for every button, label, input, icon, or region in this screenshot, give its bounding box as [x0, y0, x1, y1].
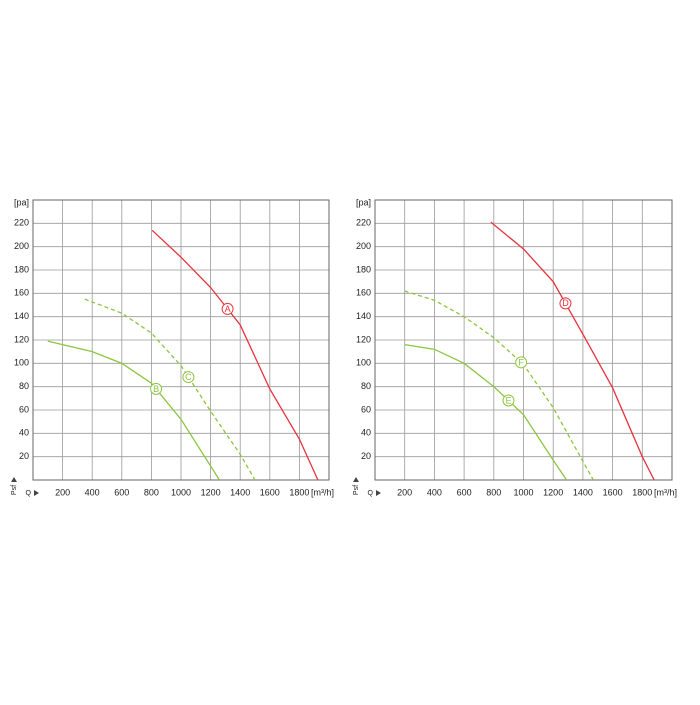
curve [151, 229, 319, 481]
curve [47, 340, 221, 481]
curve-label: A [225, 304, 231, 314]
curve [404, 344, 568, 481]
x-tick-label: 1600 [260, 487, 280, 497]
y-tick-label: 60 [19, 404, 29, 414]
x-tick-label: 1200 [543, 487, 563, 497]
curve-label-circle [182, 371, 195, 384]
plot-frame [32, 199, 330, 481]
curve-label-circle [150, 382, 163, 395]
y-tick-label: 40 [19, 428, 29, 438]
y-tick-label: 80 [361, 381, 371, 391]
x-axis-arrow [34, 490, 39, 496]
y-tick-label: 120 [356, 334, 371, 344]
x-tick-label: 800 [486, 487, 501, 497]
x-axis-symbol: Q [368, 490, 374, 497]
x-tick-label: 1400 [573, 487, 593, 497]
chart-panel: 20 40 60 80 100 120 140 160 180 200 220 200 400 600 80… [11, 197, 334, 497]
y-tick-label: 20 [361, 451, 371, 461]
x-tick-label: 600 [114, 487, 129, 497]
y-axis-label: [pa] [14, 197, 29, 207]
y-tick-label: 200 [14, 241, 29, 251]
y-axis-symbol: Psf [353, 485, 360, 495]
x-tick-label: 1200 [201, 487, 221, 497]
y-tick-label: 140 [14, 311, 29, 321]
x-axis-arrow [376, 490, 381, 496]
y-axis-arrow [11, 477, 17, 482]
plot-frame [374, 199, 673, 481]
y-tick-label: 220 [356, 218, 371, 228]
x-tick-label: 200 [397, 487, 412, 497]
y-tick-label: 140 [356, 311, 371, 321]
curve [404, 290, 594, 481]
x-tick-label: 1600 [603, 487, 623, 497]
y-tick-label: 60 [361, 404, 371, 414]
curve-label: B [153, 384, 159, 394]
x-tick-label: 200 [55, 487, 70, 497]
curve-label: D [562, 298, 569, 308]
curve-label-circle [515, 356, 528, 369]
y-tick-label: 40 [361, 428, 371, 438]
x-tick-label: 400 [427, 487, 442, 497]
chart-panel: 20 40 60 80 100 120 140 160 180 200 220 200 400 600 80… [353, 197, 677, 497]
y-tick-label: 20 [19, 451, 29, 461]
y-tick-label: 160 [356, 288, 371, 298]
curve-label-circle [559, 297, 572, 310]
y-tick-label: 100 [356, 358, 371, 368]
y-tick-label: 220 [14, 218, 29, 228]
curve [84, 298, 256, 481]
x-tick-label: 1800 [289, 487, 309, 497]
y-tick-label: 100 [14, 358, 29, 368]
y-tick-label: 80 [19, 381, 29, 391]
x-axis-label: [m³/h] [654, 487, 677, 497]
y-tick-label: 120 [14, 334, 29, 344]
curve-label-circle [502, 394, 515, 407]
curve-label: E [505, 395, 511, 405]
curve-label: F [518, 357, 524, 367]
x-tick-label: 1000 [171, 487, 191, 497]
x-axis-label: [m³/h] [311, 487, 334, 497]
x-tick-label: 1000 [513, 487, 533, 497]
x-tick-label: 600 [457, 487, 472, 497]
y-tick-label: 180 [356, 264, 371, 274]
y-tick-label: 160 [14, 288, 29, 298]
y-axis-symbol: Psf [11, 485, 18, 495]
x-tick-label: 800 [144, 487, 159, 497]
curve-label-circle [221, 302, 234, 315]
y-axis-arrow [353, 477, 359, 482]
x-tick-label: 1800 [632, 487, 652, 497]
x-axis-symbol: Q [26, 490, 32, 497]
curve-label: C [185, 372, 192, 382]
curve [490, 221, 655, 481]
y-tick-label: 180 [14, 264, 29, 274]
x-tick-label: 1400 [230, 487, 250, 497]
x-tick-label: 400 [85, 487, 100, 497]
y-tick-label: 200 [356, 241, 371, 251]
y-axis-label: [pa] [356, 197, 371, 207]
